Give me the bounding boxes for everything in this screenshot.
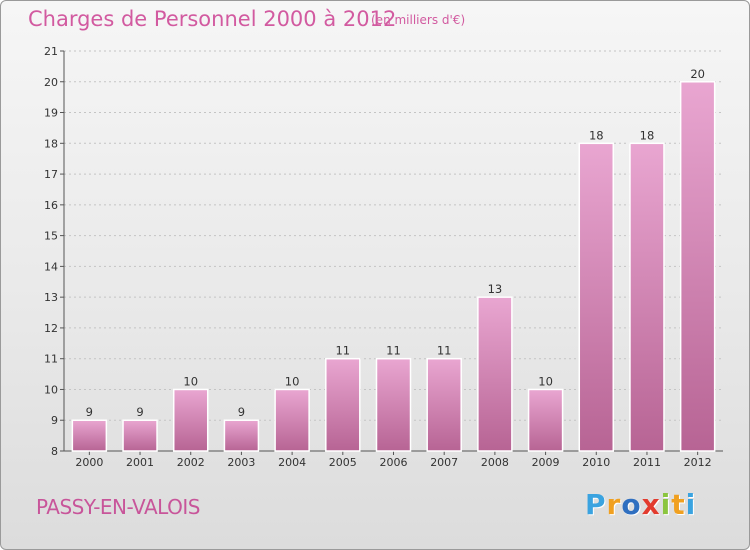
y-tick-label: 8 [51, 445, 58, 458]
bar [274, 388, 310, 452]
bar-value-label: 10 [183, 374, 198, 388]
x-tick-label: 2004 [278, 456, 306, 469]
x-tick-label: 2010 [582, 456, 610, 469]
bar [71, 419, 108, 452]
x-tick-label: 2006 [380, 456, 408, 469]
y-tick-label: 17 [44, 168, 58, 181]
bar-value-label: 11 [437, 344, 452, 358]
y-tick-label: 20 [44, 76, 58, 89]
bar-value-label: 10 [285, 374, 300, 388]
y-tick-label: 14 [44, 260, 58, 273]
bar [629, 142, 665, 452]
x-tick-label: 2008 [481, 456, 509, 469]
x-tick-label: 2011 [633, 456, 661, 469]
x-tick-label: 2009 [532, 456, 560, 469]
y-tick-label: 9 [51, 414, 58, 427]
bar [122, 419, 158, 452]
logo-letter: i [660, 488, 672, 521]
x-tick-label: 2001 [126, 456, 154, 469]
logo-letter: t [671, 488, 686, 521]
x-tick-label: 2003 [227, 456, 255, 469]
y-tick-label: 12 [44, 322, 58, 335]
bar [527, 388, 564, 452]
y-tick-label: 11 [44, 353, 58, 366]
y-tick-label: 21 [44, 45, 58, 58]
y-tick-label: 18 [44, 137, 58, 150]
y-tick-label: 13 [44, 291, 58, 304]
bar-value-label: 18 [589, 128, 604, 142]
bar-value-label: 9 [238, 405, 245, 419]
proxiti-logo[interactable]: Proxiti [585, 488, 696, 521]
bar-value-label: 11 [386, 344, 401, 358]
bar-value-label: 18 [640, 128, 655, 142]
bar-value-label: 9 [136, 405, 143, 419]
x-tick-label: 2000 [75, 456, 103, 469]
x-tick-label: 2005 [329, 456, 357, 469]
logo-letter: x [641, 488, 661, 521]
chart-subtitle: (en milliers d'€) [371, 13, 466, 27]
y-tick-label: 15 [44, 230, 58, 243]
logo-letter: o [621, 488, 642, 521]
y-tick-label: 10 [44, 383, 58, 396]
bar-value-label: 11 [335, 344, 350, 358]
bar-value-label: 9 [86, 405, 93, 419]
bar [375, 357, 412, 452]
x-tick-label: 2007 [430, 456, 458, 469]
bar-value-label: 20 [690, 67, 705, 81]
x-tick-label: 2012 [684, 456, 712, 469]
logo-letter: i [685, 488, 697, 521]
y-tick-label: 16 [44, 199, 58, 212]
logo-letter: r [606, 488, 622, 521]
bar [578, 142, 615, 452]
bar-value-label: 10 [538, 374, 553, 388]
commune-name: PASSY-EN-VALOIS [36, 495, 200, 519]
chart-title: Charges de Personnel 2000 à 2012 [28, 7, 397, 31]
bar [223, 419, 260, 452]
bar [477, 296, 513, 452]
bar-value-label: 13 [488, 282, 503, 296]
bar [325, 357, 361, 452]
y-tick-label: 19 [44, 107, 58, 120]
logo-letter: P [585, 488, 607, 521]
bar [172, 388, 209, 452]
bar [679, 81, 716, 452]
bar [426, 357, 462, 452]
x-tick-label: 2002 [177, 456, 205, 469]
